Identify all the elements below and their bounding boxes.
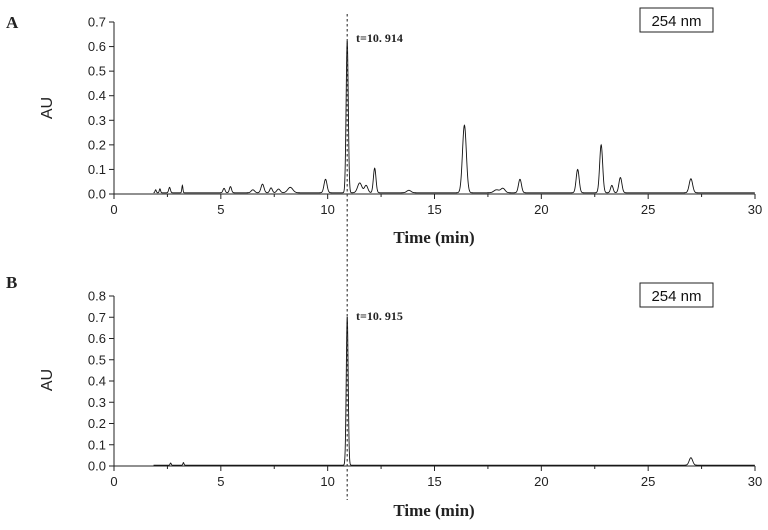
- y-tick-label-a: 0.2: [88, 137, 106, 152]
- wavelength-box-a: [639, 7, 714, 33]
- y-axis-title-b: AU: [39, 369, 56, 391]
- panel-label-a: A: [6, 13, 19, 32]
- x-tick-label-a: 25: [641, 202, 655, 217]
- x-tick-label-a: 10: [320, 202, 334, 217]
- x-tick-label-a: 30: [748, 202, 762, 217]
- y-tick-label-a: 0.6: [88, 39, 106, 54]
- trace-layer-b: [153, 316, 755, 466]
- x-tick-label-a: 20: [534, 202, 548, 217]
- x-tick-label-a: 0: [110, 202, 117, 217]
- chromatogram-panel-b: B AU Time (min) 254 nm t=10. 915 0 5 10 15 2…: [6, 273, 762, 520]
- chromatogram-trace-a: [153, 40, 755, 194]
- wavelength-label-b: 254 nm: [651, 288, 701, 305]
- chromatogram-panel-a: A AU Time (min) 254 nm t=10. 914 0 5 10 15 2…: [6, 7, 762, 247]
- y-tick-label-b: 0.3: [88, 395, 106, 410]
- y-tick-label-a: 0.3: [88, 113, 106, 128]
- y-tick-label-a: 0.5: [88, 64, 106, 79]
- y-tick-label-a: 0.0: [88, 187, 106, 202]
- y-tick-label-b: 0.7: [88, 310, 106, 325]
- y-tick-label-a: 0.7: [88, 15, 106, 30]
- x-axis-title-b: Time (min): [393, 501, 474, 520]
- wavelength-box-b: [639, 282, 714, 308]
- y-tick-label-a: 0.1: [88, 162, 106, 177]
- y-tick-label-b: 0.2: [88, 416, 106, 431]
- x-tick-label-b: 15: [427, 474, 441, 489]
- x-tick-label-b: 25: [641, 474, 655, 489]
- x-tick-label-a: 5: [217, 202, 224, 217]
- x-axis-title-a: Time (min): [393, 228, 474, 247]
- y-tick-label-b: 0.6: [88, 331, 106, 346]
- retention-time-annotation-a: t=10. 914: [356, 31, 403, 45]
- panel-label-b: B: [6, 273, 17, 292]
- y-tick-label-b: 0.1: [88, 437, 106, 452]
- wavelength-label-a: 254 nm: [651, 13, 701, 30]
- x-tick-label-b: 10: [320, 474, 334, 489]
- axis-ticks-b: 0 5 10 15 20 25 30 0.0 0.1 0.2 0.3 0.4 0.5 0.6 0.7 0.8: [88, 289, 762, 490]
- chromatogram-trace-b: [153, 316, 755, 466]
- y-axis-title-a: AU: [39, 97, 56, 119]
- axis-ticks-a: 0 5 10 15 20 25 30 0.0 0.1 0.2 0.3 0.4 0.5 0.6 0.7: [88, 15, 762, 218]
- x-tick-label-b: 5: [217, 474, 224, 489]
- y-tick-label-b: 0.8: [88, 289, 106, 304]
- x-tick-label-b: 30: [748, 474, 762, 489]
- y-tick-label-b: 0.4: [88, 374, 106, 389]
- trace-layer-a: [153, 40, 755, 194]
- retention-time-annotation-b: t=10. 915: [356, 309, 403, 323]
- y-tick-label-b: 0.5: [88, 352, 106, 367]
- y-tick-label-a: 0.4: [88, 88, 106, 103]
- x-tick-label-a: 15: [427, 202, 441, 217]
- y-tick-label-b: 0.0: [88, 459, 106, 474]
- x-tick-label-b: 20: [534, 474, 548, 489]
- x-tick-label-b: 0: [110, 474, 117, 489]
